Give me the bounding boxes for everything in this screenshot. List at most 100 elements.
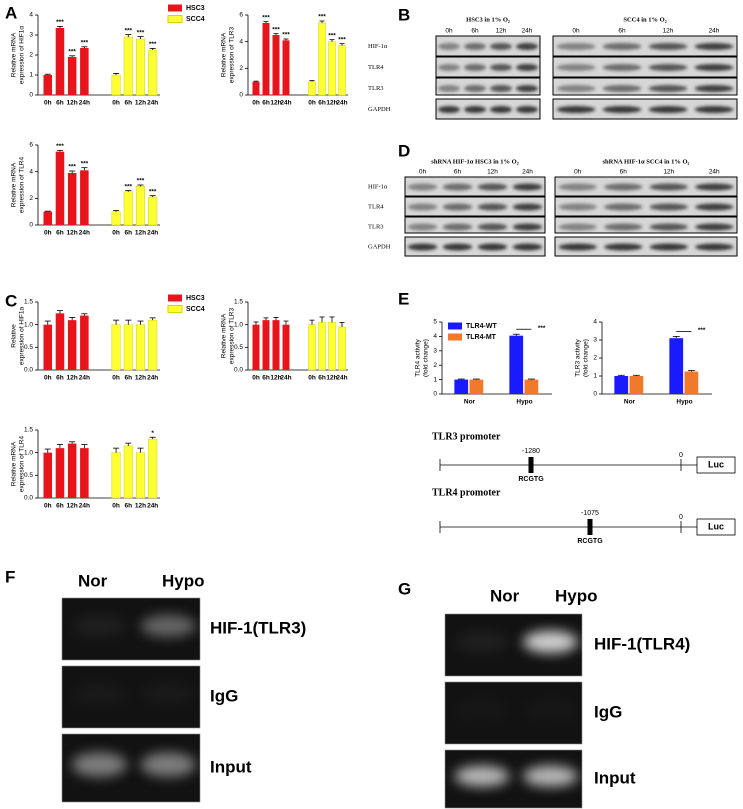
x-tick-label: 12h (67, 230, 78, 237)
reporter-box (696, 518, 736, 536)
y-tick-label: 0.0 (24, 367, 33, 374)
reporter-label: Luc (708, 459, 724, 469)
bar (328, 41, 336, 96)
bar (338, 326, 346, 371)
y-tick-label: 0.0 (24, 495, 33, 502)
blot-band (516, 64, 538, 71)
blot-band (477, 183, 508, 191)
blot-strip (404, 176, 546, 197)
bar (123, 36, 133, 96)
bar (328, 322, 336, 371)
y-tick-label: 1.0 (24, 449, 33, 456)
gel-band (454, 630, 510, 654)
blot-band (407, 183, 438, 191)
bar (135, 38, 146, 96)
blot-band (602, 43, 642, 50)
x-tick-label: 0h (308, 100, 316, 107)
bar (123, 445, 133, 499)
y-tick-label: 1.5 (24, 427, 33, 434)
blot-band (464, 85, 486, 92)
significance: *** (81, 160, 89, 167)
blot-strip (435, 56, 541, 78)
bar (308, 81, 316, 96)
y-tick-label: 0 (593, 391, 597, 398)
blot-band (558, 203, 597, 211)
gel-band (140, 614, 196, 638)
blot-band (442, 183, 473, 191)
significance: *** (262, 14, 270, 21)
lane-label: 24h (522, 28, 533, 35)
x-tick-label: 12h (135, 375, 146, 382)
x-tick-label: 0h (112, 230, 120, 237)
gel-row-label: IgG (210, 686, 238, 705)
start-label: 0 (679, 514, 683, 521)
legend-label: TLR4-WT (466, 323, 497, 330)
y-tick-label: 1 (433, 376, 437, 383)
lane-label: 0h (445, 28, 453, 35)
bar (67, 173, 77, 225)
bar (272, 320, 280, 370)
blot-band (648, 106, 688, 113)
blot-band (695, 223, 734, 231)
blot-row-label: GAPDH (368, 106, 391, 113)
bar (80, 170, 89, 225)
blot-band (648, 85, 688, 92)
x-tick-label: 24h (147, 503, 158, 510)
bar (135, 324, 146, 371)
y-axis-label: TLR4 activity (415, 338, 422, 376)
blot-strip (552, 98, 738, 120)
legend-label: HSC3 (186, 5, 205, 12)
blot-strip (554, 216, 738, 234)
lane-label: 0h (419, 169, 427, 176)
blot-row-label: HIF-1α (368, 183, 388, 190)
y-tick-label: 2 (433, 362, 437, 369)
panel-label: B (398, 5, 410, 24)
y-axis-label: Relative mRNA (11, 32, 18, 77)
y-tick-label: 4 (593, 319, 597, 326)
significance: *** (282, 32, 290, 39)
x-tick-label: 24h (336, 100, 347, 107)
blot-title: SCC4 in 1% O₂ (623, 16, 666, 23)
motif-label: RCGTG (577, 538, 603, 545)
y-tick-label: 0.5 (234, 344, 243, 351)
bar (123, 324, 133, 371)
gel-lane-label: Hypo (555, 586, 598, 605)
significance: *** (56, 19, 64, 26)
blot-strip (435, 98, 541, 120)
x-tick-label: 0h (308, 375, 316, 382)
gel-band (523, 630, 578, 654)
bar (684, 371, 699, 394)
x-tick-label: 24h (79, 503, 90, 510)
significance: *** (56, 143, 64, 150)
legend-swatch (167, 15, 183, 23)
y-tick-label: 5 (433, 319, 437, 326)
x-tick-label: 0h (252, 375, 260, 382)
lane-label: 12h (663, 28, 674, 35)
bar (135, 452, 146, 499)
significance: *** (149, 41, 157, 48)
blot-row-label: TLR4 (368, 203, 384, 210)
x-tick-label: 6h (262, 375, 270, 382)
x-tick-label: 0h (44, 375, 52, 382)
blot-band (512, 223, 543, 231)
bar (67, 57, 77, 95)
blot-band (558, 183, 597, 191)
lane-label: 6h (471, 28, 479, 35)
blot-band (649, 243, 688, 251)
x-tick-label: 0h (44, 100, 52, 107)
y-tick-label: 4 (239, 38, 243, 45)
site-label: -1280 (522, 448, 540, 455)
gel-row-label: Input (594, 768, 636, 787)
blot-strip (404, 216, 546, 234)
x-tick-label: 12h (135, 100, 146, 107)
x-tick-label: Nor (464, 399, 476, 406)
blot-band (477, 203, 508, 211)
significance: *** (137, 178, 145, 185)
lane-label: 6h (454, 169, 462, 176)
bar (318, 322, 326, 371)
gel-band (71, 752, 127, 777)
x-tick-label: 0h (112, 100, 120, 107)
bar (282, 40, 290, 95)
y-tick-label: 4 (29, 12, 33, 19)
y-axis-label: expression of HIF1a (19, 307, 26, 366)
